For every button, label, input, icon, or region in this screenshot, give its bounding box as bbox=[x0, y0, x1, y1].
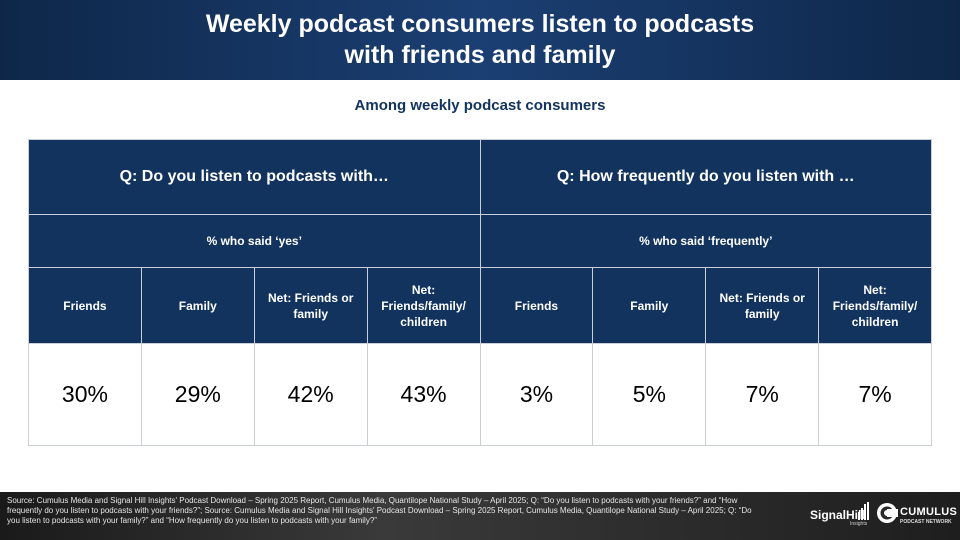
value-cell: 29% bbox=[140, 343, 255, 446]
value-cell: 5% bbox=[592, 343, 707, 446]
source-note: Source: Cumulus Media and Signal Hill In… bbox=[7, 496, 752, 525]
measure-row: % who said ‘yes’ % who said ‘frequently’ bbox=[28, 214, 932, 268]
signalhill-logo-word: SignalHill bbox=[810, 508, 865, 522]
signalhill-logo: SignalHill Insights bbox=[810, 502, 872, 528]
cumulus-mark-icon bbox=[877, 503, 898, 523]
question-row: Q: Do you listen to podcasts with… Q: Ho… bbox=[28, 139, 932, 215]
measure-header-yes: % who said ‘yes’ bbox=[28, 214, 481, 268]
column-header: Friends bbox=[479, 267, 594, 344]
value-cell: 3% bbox=[479, 343, 594, 446]
slide-title-line-2: with friends and family bbox=[344, 41, 616, 69]
column-header: Friends bbox=[28, 267, 142, 344]
table-row: 30% 29% 42% 43% 3% 5% 7% 7% bbox=[28, 343, 932, 446]
value-cell: 7% bbox=[818, 343, 932, 446]
column-header: Net: Friends or family bbox=[253, 267, 368, 344]
cumulus-logo-sub: PODCAST NETWORK bbox=[900, 519, 952, 525]
column-header: Family bbox=[592, 267, 707, 344]
column-header: Family bbox=[140, 267, 255, 344]
column-header-row: Friends Family Net: Friends or family Ne… bbox=[28, 267, 932, 344]
measure-header-frequently: % who said ‘frequently’ bbox=[479, 214, 932, 268]
column-header: Net: Friends or family bbox=[705, 267, 820, 344]
results-table: Q: Do you listen to podcasts with… Q: Ho… bbox=[28, 139, 932, 446]
value-cell: 7% bbox=[705, 343, 820, 446]
value-cell: 43% bbox=[366, 343, 481, 446]
footer-bar: Source: Cumulus Media and Signal Hill In… bbox=[0, 492, 960, 540]
column-header: Net: Friends/family/ children bbox=[818, 267, 932, 344]
value-cell: 42% bbox=[253, 343, 368, 446]
question-header-listen-with: Q: Do you listen to podcasts with… bbox=[28, 139, 481, 215]
question-header-frequency: Q: How frequently do you listen with … bbox=[479, 139, 932, 215]
cumulus-logo: CUMULUS PODCAST NETWORK bbox=[876, 502, 958, 528]
slide-title-line-1: Weekly podcast consumers listen to podca… bbox=[205, 10, 755, 38]
slide-subtitle: Among weekly podcast consumers bbox=[354, 97, 606, 114]
slide-title: Weekly podcast consumers listen to podca… bbox=[206, 9, 754, 71]
column-header: Net: Friends/family/ children bbox=[366, 267, 481, 344]
value-cell: 30% bbox=[28, 343, 142, 446]
title-banner: Weekly podcast consumers listen to podca… bbox=[0, 0, 960, 80]
signal-bars-icon bbox=[858, 502, 869, 520]
signalhill-logo-sub: Insights bbox=[850, 521, 868, 527]
cumulus-logo-word: CUMULUS bbox=[900, 506, 958, 518]
